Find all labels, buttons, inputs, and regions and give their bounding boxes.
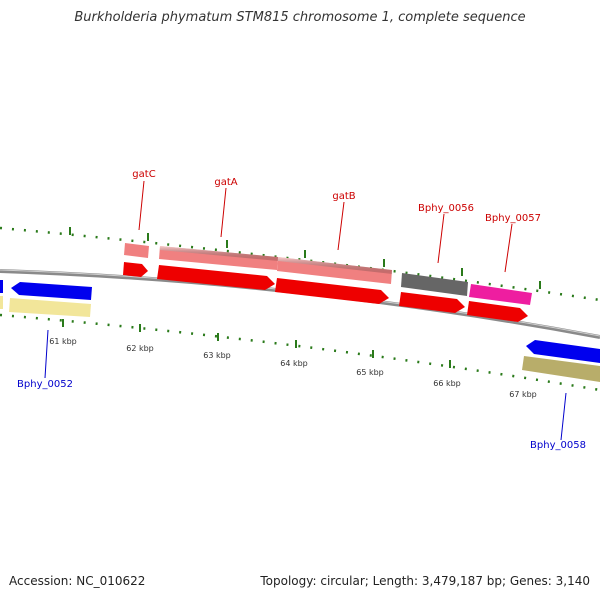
gene-label-bphy-0058[interactable]: Bphy_0058 bbox=[530, 440, 586, 451]
gene-arrow-gatC[interactable] bbox=[123, 262, 148, 277]
map-title: Burkholderia phymatum STM815 chromosome … bbox=[74, 10, 526, 25]
gene-arrow-bphy-0058[interactable] bbox=[526, 340, 600, 363]
gene-label-gatB[interactable]: gatB bbox=[332, 191, 355, 202]
accession-text: Accession: NC_010622 bbox=[9, 574, 146, 588]
gene-label-gatA[interactable]: gatA bbox=[214, 177, 237, 188]
topology-summary: Topology: circular; Length: 3,479,187 bp… bbox=[260, 574, 590, 588]
gene-arrow-bphy-0052[interactable] bbox=[11, 282, 92, 300]
gene-label-bphy-0056[interactable]: Bphy_0056 bbox=[418, 203, 474, 214]
gene-arrow-bphy-0057[interactable] bbox=[467, 301, 528, 322]
gene-strip-bphy-0052[interactable] bbox=[9, 298, 91, 317]
gene-strip-bphy-0057[interactable] bbox=[469, 284, 532, 305]
scale-label-67kbp: 67 kbp bbox=[509, 390, 537, 399]
gene-strip-gatC[interactable] bbox=[124, 243, 149, 258]
gene-label-bphy-0052[interactable]: Bphy_0052 bbox=[17, 379, 73, 390]
scale-label-62kbp: 62 kbp bbox=[126, 344, 154, 353]
scale-label-66kbp: 66 kbp bbox=[433, 379, 461, 388]
inner-tick-ring bbox=[0, 313, 600, 392]
major-ticks bbox=[62, 227, 541, 368]
gene-strip-bphy-0056[interactable] bbox=[401, 273, 468, 296]
gene-arrow-left-edge[interactable] bbox=[0, 280, 3, 293]
gene-label-gatC[interactable]: gatC bbox=[132, 169, 155, 180]
gene-arrow-bphy-0056[interactable] bbox=[399, 292, 465, 313]
scale-label-61kbp: 61 kbp bbox=[49, 337, 77, 346]
scale-label-64kbp: 64 kbp bbox=[280, 359, 308, 368]
scale-label-65kbp: 65 kbp bbox=[356, 368, 384, 377]
label-leaders bbox=[138, 180, 513, 273]
gene-strip-left-edge[interactable] bbox=[0, 296, 3, 309]
scale-label-63kbp: 63 kbp bbox=[203, 351, 231, 360]
gene-arrow-gatA[interactable] bbox=[157, 265, 275, 290]
gene-label-bphy-0057[interactable]: Bphy_0057 bbox=[485, 213, 541, 224]
gene-strip-bphy-0058[interactable] bbox=[522, 356, 600, 382]
gene-arrow-gatB[interactable] bbox=[275, 278, 389, 304]
outer-tick-ring bbox=[0, 226, 600, 302]
